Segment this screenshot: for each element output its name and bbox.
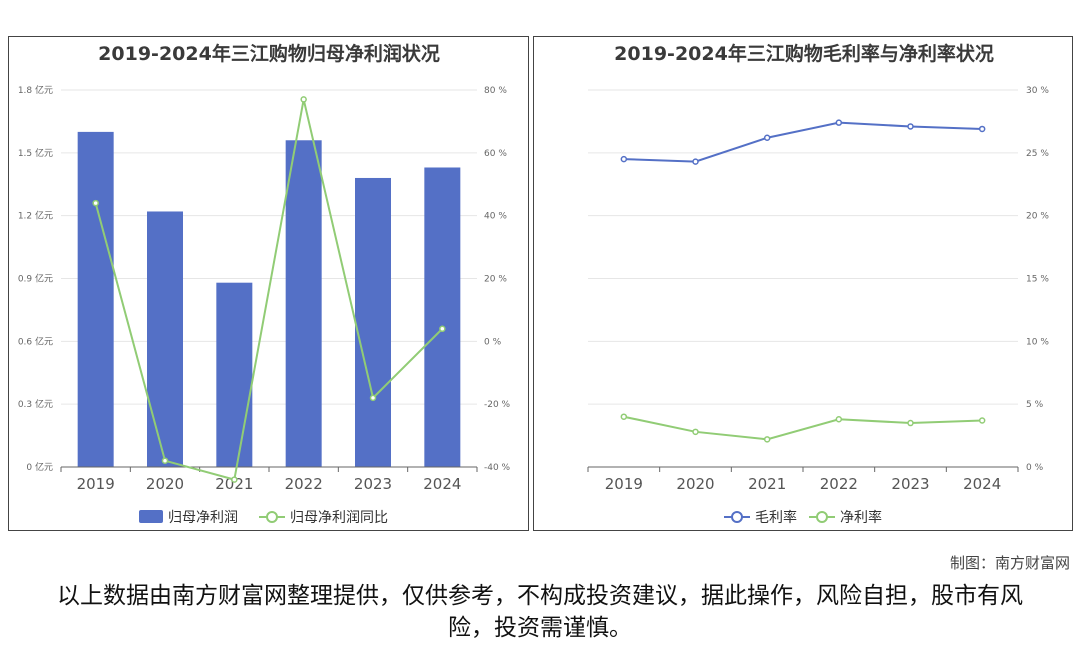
data-point <box>978 125 986 133</box>
y-right-tick-label: 30 % <box>1026 86 1049 96</box>
x-tick-label: 2021 <box>748 475 786 493</box>
data-point <box>439 325 446 333</box>
bar <box>355 177 391 467</box>
data-point <box>92 199 99 207</box>
data-point <box>907 419 914 427</box>
margin-chart: 2019-2024年三江购物毛利率与净利率状况 0 % 5 % 10 % 15 % 20 … <box>587 42 1049 526</box>
net-profit-chart: 2019-2024年三江购物归母净利润状况 0 亿元 0.3 亿元 0.6 亿元 0.9… <box>18 42 511 526</box>
data-point <box>907 123 914 130</box>
bar <box>147 211 183 467</box>
data-point <box>161 457 169 464</box>
data-point <box>692 428 699 436</box>
y-right-tick-label: 40 % <box>484 212 507 222</box>
y-right-tick-label: 0 % <box>1026 463 1044 473</box>
y-right-tick-label: 60 % <box>484 149 507 159</box>
y-right-tick-label: 10 % <box>1026 337 1049 347</box>
x-tick-label: 2023 <box>891 475 929 493</box>
legend-swatch-marker <box>266 511 278 523</box>
legend-label: 归母净利润同比 <box>290 509 388 526</box>
legend-swatch-marker <box>731 511 743 523</box>
legend-label: 净利率 <box>840 509 882 526</box>
x-tick-label: 2020 <box>676 475 714 493</box>
x-tick-label: 2019 <box>77 475 115 493</box>
data-point <box>620 413 628 420</box>
bar <box>216 282 253 467</box>
y-right-tick-label: 20 % <box>484 275 507 285</box>
y-right-tick-label: 15 % <box>1026 275 1049 285</box>
y-left-tick-label: 1.2 亿元 <box>18 210 53 222</box>
legend-label: 归母净利润 <box>168 509 238 526</box>
y-right-tick-label: -40 % <box>484 463 511 473</box>
x-tick-label: 2021 <box>215 475 253 493</box>
x-tick-label: 2022 <box>285 475 323 493</box>
right-chart-panel: 2019-2024年三江购物毛利率与净利率状况 0 % 5 % 10 % 15 % 20 … <box>533 36 1073 531</box>
bar <box>285 140 322 467</box>
x-tick-label: 2023 <box>354 475 392 493</box>
y-right-tick-label: 20 % <box>1026 212 1049 222</box>
y-left-tick-label: 0.6 亿元 <box>18 335 53 347</box>
x-tick-label: 2024 <box>423 475 461 493</box>
bar <box>424 167 461 467</box>
x-tick-label: 2022 <box>820 475 858 493</box>
y-left-tick-label: 0.3 亿元 <box>18 398 53 410</box>
data-point <box>763 134 771 142</box>
y-right-tick-label: 25 % <box>1026 149 1049 159</box>
data-point <box>763 436 771 443</box>
legend-label: 毛利率 <box>755 509 797 526</box>
x-tick-label: 2024 <box>963 475 1001 493</box>
y-left-tick-label: 0 亿元 <box>26 461 53 473</box>
y-left-tick-label: 1.8 亿元 <box>18 84 53 96</box>
y-right-tick-label: 5 % <box>1026 400 1044 410</box>
series-line <box>623 415 983 441</box>
data-point <box>231 476 238 483</box>
x-tick-label: 2019 <box>605 475 643 493</box>
legend-swatch-marker <box>816 511 828 523</box>
data-point <box>978 417 986 424</box>
data-point <box>300 96 307 103</box>
data-point <box>835 119 843 126</box>
bar <box>77 131 114 467</box>
left-chart-panel: 2019-2024年三江购物归母净利润状况 0 亿元 0.3 亿元 0.6 亿元 0.9… <box>8 36 529 531</box>
data-point <box>692 158 699 165</box>
chart-credit: 制图：南方财富网 <box>949 554 1070 572</box>
data-point <box>835 415 843 423</box>
data-point <box>620 155 628 163</box>
chart-title: 2019-2024年三江购物归母净利润状况 <box>98 42 440 65</box>
x-tick-label: 2020 <box>146 475 184 493</box>
disclaimer-text: 以上数据由南方财富网整理提供，仅供参考，不构成投资建议，据此操作，风险自担，股市… <box>57 583 1023 641</box>
series-line <box>94 99 444 481</box>
data-point <box>369 394 377 402</box>
series-line <box>623 121 983 163</box>
y-left-tick-label: 1.5 亿元 <box>18 147 53 159</box>
chart-title: 2019-2024年三江购物毛利率与净利率状况 <box>614 42 994 65</box>
y-left-tick-label: 0.9 亿元 <box>18 273 53 285</box>
y-right-tick-label: 0 % <box>484 337 502 347</box>
legend-swatch-bar <box>139 510 163 523</box>
y-right-tick-label: -20 % <box>484 400 511 410</box>
y-right-tick-label: 80 % <box>484 86 507 96</box>
